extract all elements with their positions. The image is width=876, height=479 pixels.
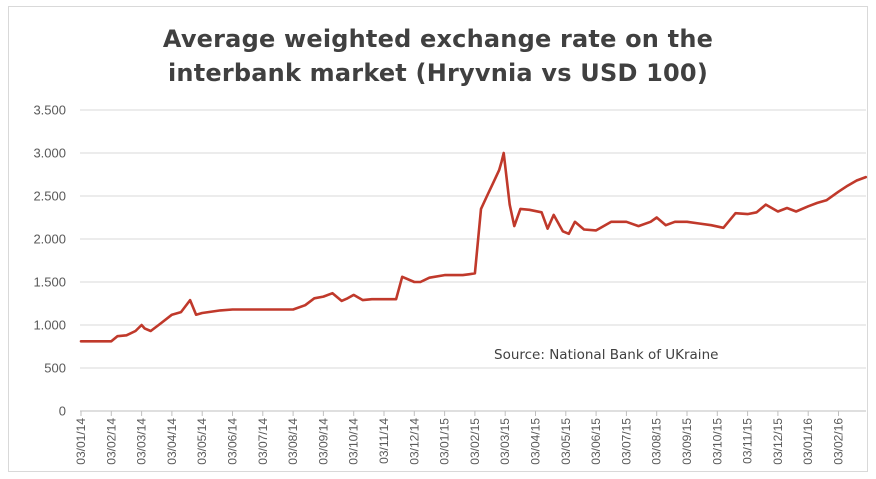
- series-line: [79, 151, 868, 343]
- x-tick-label: 03/01/15: [438, 418, 452, 465]
- x-axis: [80, 411, 839, 416]
- x-tick-label: 03/11/15: [741, 418, 755, 464]
- x-tick-label: 03/09/15: [680, 418, 694, 465]
- x-tick-label: 03/07/15: [619, 418, 633, 465]
- x-tick-label: 03/02/15: [468, 418, 482, 465]
- x-tick-label: 03/05/15: [559, 418, 573, 465]
- y-axis-ticks: 0 500 1.000 1.500 2.000 2.500 3.000 3.500: [33, 103, 66, 419]
- chart-title-line-1: Average weighted exchange rate on the: [162, 25, 714, 53]
- x-tick-label: 03/08/14: [286, 418, 300, 465]
- x-tick-label: 03/03/15: [498, 418, 512, 465]
- y-tick-label: 500: [44, 361, 66, 376]
- x-tick-label: 03/02/16: [832, 418, 846, 465]
- y-tick-label: 0: [59, 404, 66, 419]
- x-tick-label: 03/06/15: [589, 418, 603, 465]
- x-axis-ticks: 03/01/14 03/02/14 03/03/14 03/04/14 03/05/14…: [74, 418, 846, 465]
- y-tick-label: 1.000: [33, 318, 66, 333]
- x-tick-label: 03/03/14: [135, 418, 149, 465]
- y-tick-label: 1.500: [33, 275, 66, 290]
- x-tick-label: 03/12/14: [407, 418, 421, 465]
- x-tick-label: 03/04/15: [529, 418, 543, 465]
- y-tick-label: 3.000: [33, 146, 66, 161]
- chart-title-line-2: interbank market (Hryvnia vs USD 100): [168, 59, 708, 87]
- source-annotation: Source: National Bank of UKraine: [494, 347, 718, 363]
- x-tick-label: 03/04/14: [165, 418, 179, 465]
- series-layer: [79, 151, 868, 343]
- x-tick-label: 03/01/14: [74, 418, 88, 465]
- x-tick-label: 03/12/15: [771, 418, 785, 465]
- x-tick-label: 03/05/14: [195, 418, 209, 465]
- y-tick-label: 3.500: [33, 103, 66, 118]
- x-tick-label: 03/06/14: [226, 418, 240, 465]
- x-tick-label: 03/08/15: [650, 418, 664, 465]
- y-tick-label: 2.500: [33, 189, 66, 204]
- x-tick-label: 03/02/14: [104, 418, 118, 465]
- x-tick-label: 03/10/15: [710, 418, 724, 465]
- chart-title: Average weighted exchange rate on the in…: [0, 22, 876, 90]
- x-tick-label: 03/09/14: [316, 418, 330, 465]
- x-tick-label: 03/01/16: [801, 418, 815, 465]
- gridlines: [80, 109, 866, 412]
- x-tick-label: 03/10/14: [347, 418, 361, 465]
- x-tick-label: 03/11/14: [377, 418, 391, 464]
- x-tick-label: 03/07/14: [256, 418, 270, 465]
- y-tick-label: 2.000: [33, 232, 66, 247]
